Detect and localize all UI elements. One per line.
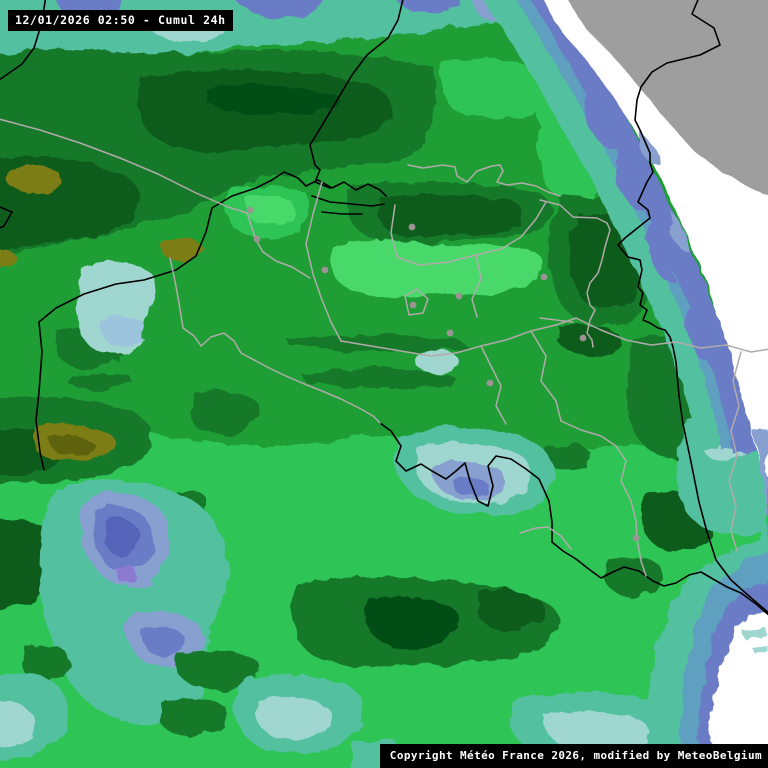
city-marker: [409, 301, 417, 309]
city-marker: [246, 206, 254, 214]
city-marker: [540, 273, 548, 281]
province-borders: [0, 118, 768, 577]
brussels-ring: [404, 288, 429, 316]
scheldt-estuary-2: [321, 211, 363, 215]
city-marker: [253, 235, 261, 243]
city-marker: [455, 292, 463, 300]
england-coastline-south: [0, 206, 13, 229]
netherlands-border: [309, 0, 404, 189]
france-belgium-border-east: [379, 422, 553, 543]
city-marker: [408, 223, 416, 231]
city-marker: [321, 266, 329, 274]
country-borders: [0, 0, 768, 616]
city-markers: [246, 206, 640, 542]
city-marker: [486, 379, 494, 387]
france-germany-border: [551, 541, 768, 616]
city-marker: [632, 534, 640, 542]
belgium-germany-border: [617, 162, 768, 614]
netherlands-germany-border: [634, 0, 721, 164]
city-marker: [446, 329, 454, 337]
scheldt-estuary: [311, 195, 385, 207]
city-marker: [579, 334, 587, 342]
channel-coastline: [35, 171, 387, 471]
copyright-label: Copyright Météo France 2026, modified by…: [379, 744, 768, 768]
timestamp-label: 12/01/2026 02:50 - Cumul 24h: [8, 10, 233, 31]
